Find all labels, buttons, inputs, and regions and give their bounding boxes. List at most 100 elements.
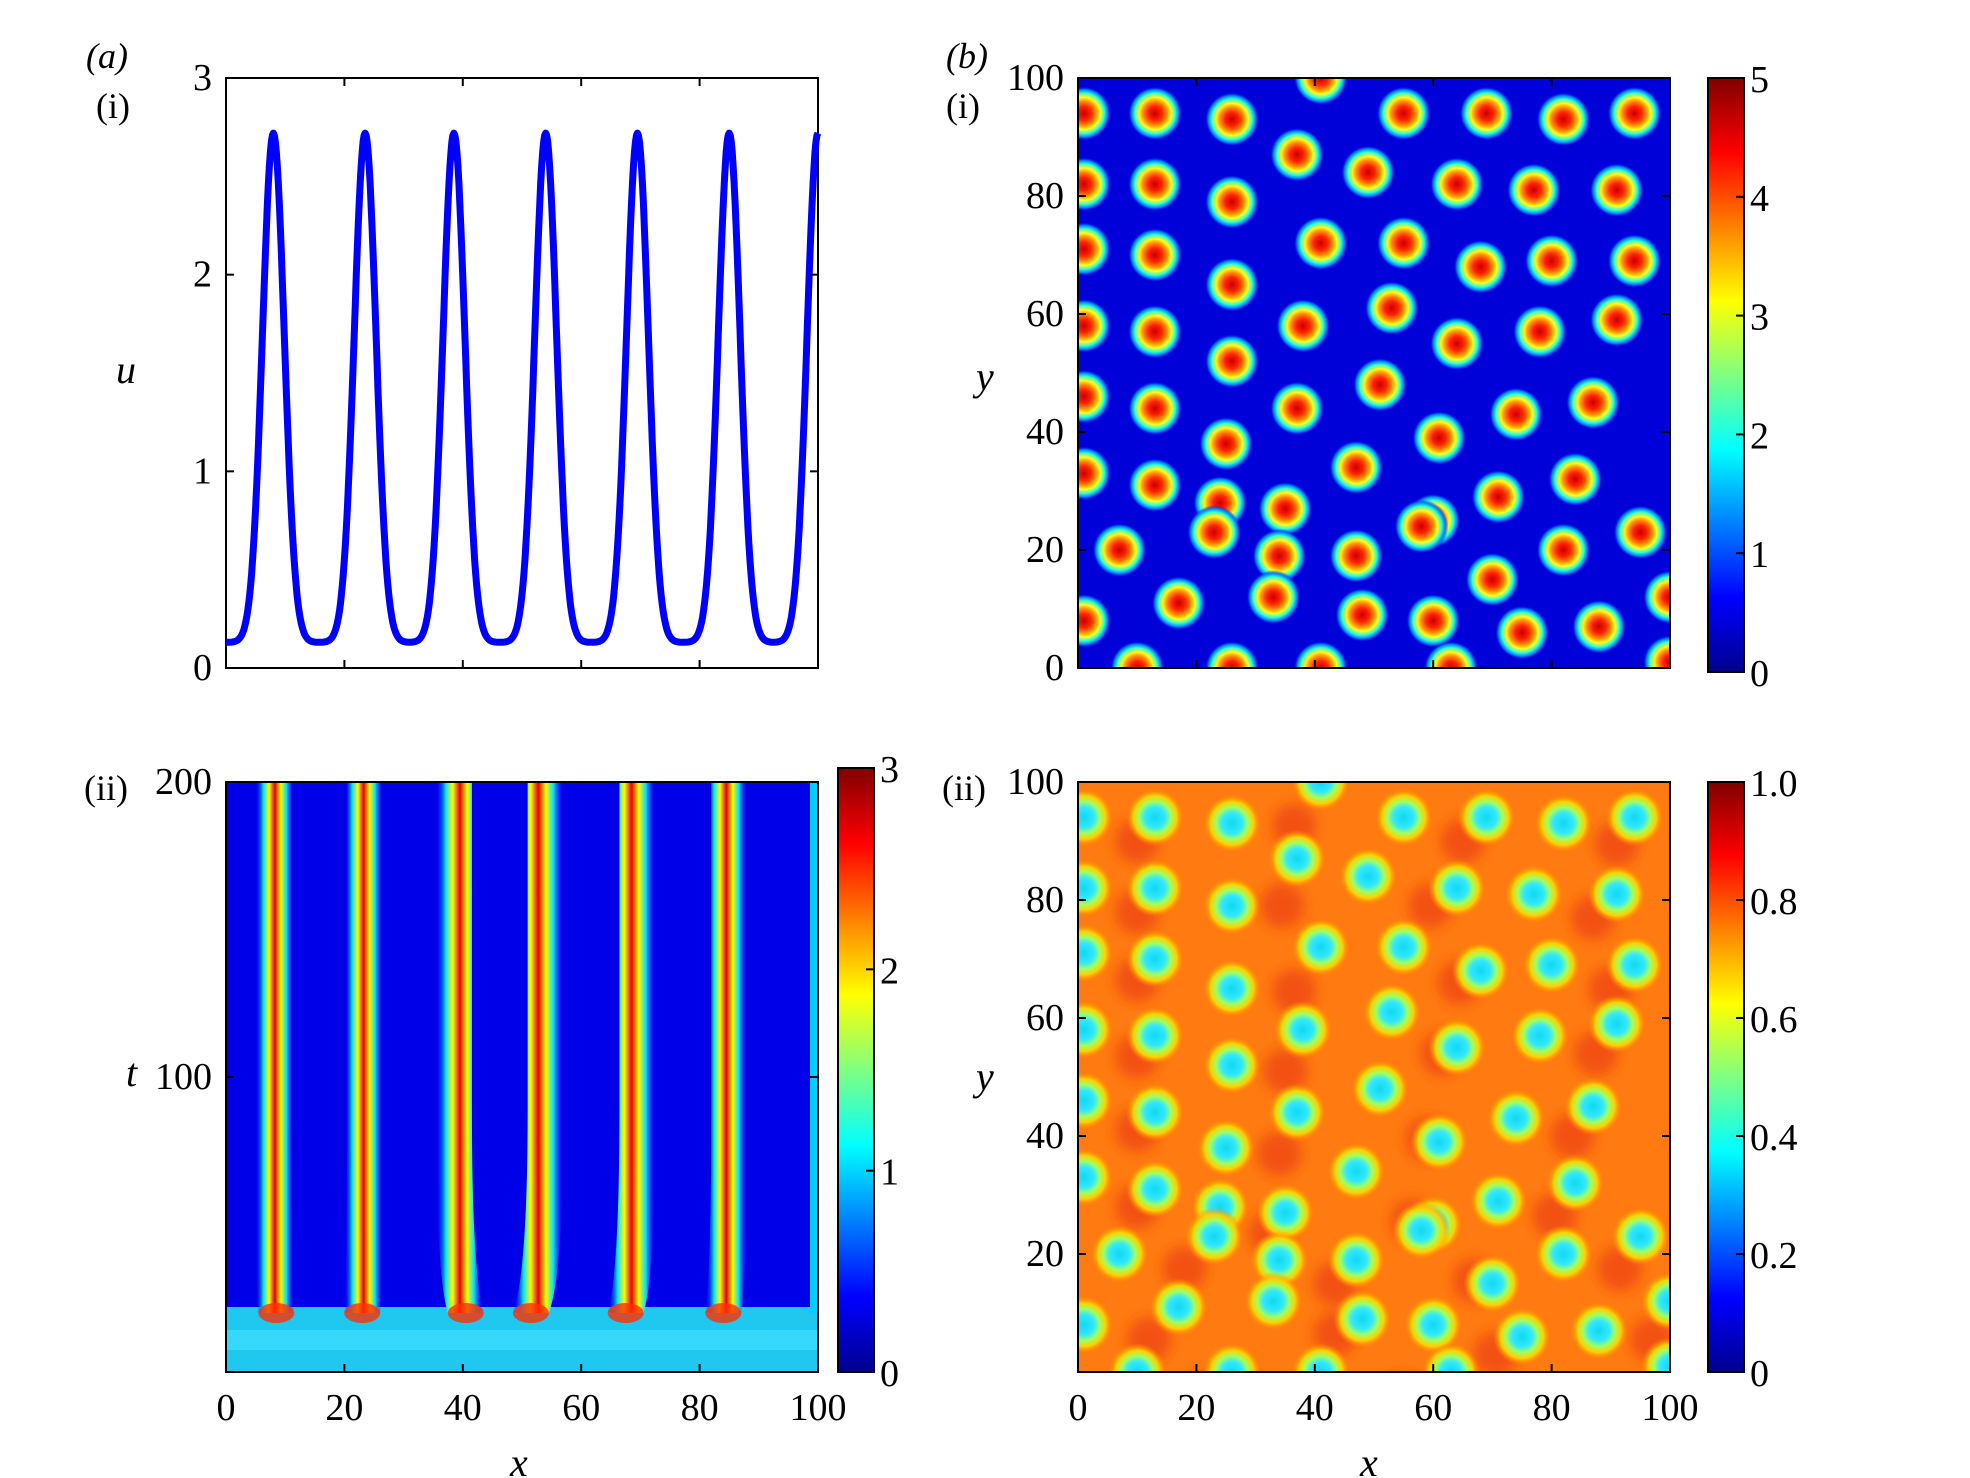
spot — [1589, 292, 1644, 347]
spot — [1078, 924, 1113, 983]
panel-label-a: (a) — [86, 36, 128, 76]
spot — [1469, 1171, 1528, 1230]
stripe-tip — [705, 1303, 742, 1323]
chart-b-i: 0 20 40 60 80 100 y 0 1 2 3 4 5 — [972, 57, 1769, 695]
x-tick-label: 40 — [1296, 1387, 1334, 1429]
y-axis-label: t — [126, 1050, 138, 1095]
spot — [1333, 1289, 1392, 1348]
y-ticks: 20 40 60 80 100 — [1007, 761, 1670, 1275]
spot — [1589, 163, 1644, 218]
spot — [1078, 86, 1111, 141]
panel-label-b-i: (i) — [946, 86, 980, 126]
x-tick-label: 20 — [1177, 1387, 1215, 1429]
spot — [1125, 859, 1184, 918]
spot — [1427, 1018, 1486, 1077]
spot — [1421, 1343, 1480, 1372]
spot — [1078, 788, 1113, 847]
x-ticks: 0 20 40 60 80 100 — [217, 1364, 847, 1429]
spot — [1506, 163, 1561, 218]
spot — [1202, 959, 1261, 1018]
spot — [1404, 1295, 1463, 1354]
x-tick-label: 40 — [444, 1387, 482, 1429]
spot — [1078, 1000, 1113, 1059]
spot — [1078, 1295, 1113, 1354]
x-tick-label: 60 — [1414, 1387, 1452, 1429]
spot — [1078, 446, 1111, 501]
spot — [1151, 576, 1206, 631]
spot — [1512, 304, 1567, 359]
spot — [1376, 216, 1431, 271]
spot — [1611, 1207, 1670, 1266]
spot — [1350, 1059, 1409, 1118]
spot — [1406, 593, 1461, 648]
spot — [1374, 788, 1433, 847]
stripe-tip — [344, 1303, 381, 1323]
y-tick-label: 100 — [1007, 761, 1064, 803]
colorbar-tick-label: 1 — [880, 1152, 899, 1194]
spot — [1204, 92, 1259, 147]
x-tick-marks — [1077, 78, 1671, 668]
colorbar-tick-label: 0 — [1750, 653, 1769, 695]
colorbar-tick-label: 3 — [880, 749, 899, 791]
spot — [1125, 930, 1184, 988]
spot — [1534, 794, 1593, 853]
y-tick-label: 3 — [193, 57, 212, 99]
spot — [1352, 357, 1407, 412]
spot — [1465, 552, 1520, 607]
colorbar-ticks: 0 0.2 0.4 0.6 0.8 1.0 — [1736, 763, 1798, 1395]
spot — [1487, 1089, 1546, 1148]
x-tick-label: 80 — [1533, 1387, 1571, 1429]
y-tick-label: 80 — [1026, 879, 1064, 921]
y-tick-label: 0 — [193, 647, 212, 689]
transient-band-inner — [226, 1330, 818, 1350]
spot — [1204, 641, 1259, 668]
spot — [1273, 1000, 1332, 1059]
spot — [1090, 1225, 1149, 1283]
panel-label-b-ii: (ii) — [942, 768, 986, 808]
spot — [1078, 593, 1111, 648]
spot — [1270, 127, 1325, 182]
spot — [1125, 788, 1184, 847]
x-tick-marks — [225, 78, 819, 668]
spot — [1641, 1337, 1670, 1372]
y-ticks: 0 1 2 3 — [193, 57, 818, 689]
stripe — [435, 782, 484, 1313]
spot — [1564, 1077, 1623, 1136]
y-tick-label: 1 — [193, 450, 212, 492]
y-tick-label: 40 — [1026, 1115, 1064, 1157]
y-ticks: 100 200 — [155, 761, 818, 1098]
spot — [1204, 174, 1259, 229]
y-tick-label: 80 — [1026, 175, 1064, 217]
spot — [1605, 788, 1664, 847]
spot — [1394, 499, 1449, 554]
spot — [1078, 369, 1111, 424]
spot — [1327, 1230, 1386, 1289]
stripe-edge — [810, 782, 818, 1313]
spot — [1471, 469, 1526, 524]
spot — [1078, 298, 1111, 353]
colorbar-tick-label: 0 — [880, 1353, 899, 1395]
spot — [1569, 1301, 1628, 1360]
spot — [1127, 86, 1182, 141]
y-axis-label: y — [972, 354, 994, 399]
spot — [1291, 782, 1350, 811]
spot — [1587, 865, 1646, 924]
stripe — [255, 782, 295, 1313]
spot — [1291, 918, 1350, 977]
spot — [1204, 334, 1259, 389]
spot — [1457, 788, 1516, 847]
colorbar-tick-label: 1.0 — [1750, 763, 1798, 805]
y-tick-label: 0 — [1045, 647, 1064, 689]
spot — [1078, 1071, 1113, 1130]
panel-label-b: (b) — [946, 36, 988, 76]
spot — [1453, 239, 1508, 294]
spot — [1643, 570, 1670, 625]
spot — [1291, 1343, 1350, 1372]
spot — [1613, 505, 1668, 560]
stripe-tip — [512, 1303, 549, 1323]
colorbar-tick-label: 0 — [1750, 1353, 1769, 1395]
spot — [1641, 1272, 1670, 1331]
spot — [1078, 859, 1113, 918]
